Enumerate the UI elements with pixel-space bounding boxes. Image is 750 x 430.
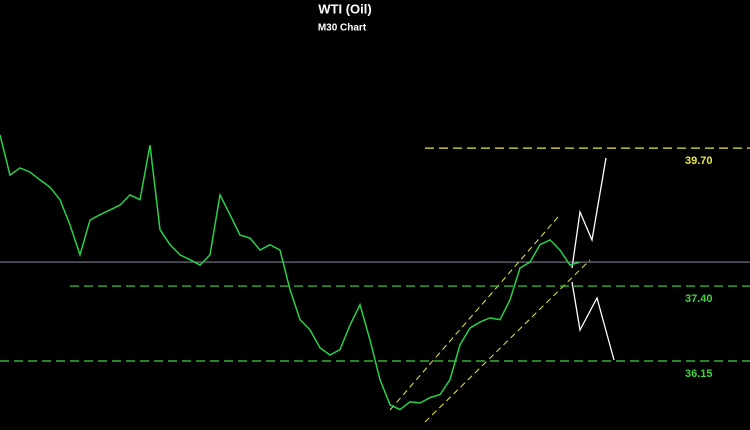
level-label: 37.40: [685, 293, 713, 305]
channel-line: [424, 259, 591, 423]
price-series: [0, 134, 581, 411]
projection-down: [571, 281, 615, 361]
level-label: 36.15: [685, 368, 713, 380]
channel-line: [389, 216, 559, 411]
chart-title: WTI (Oil): [318, 1, 371, 16]
level-label: 39.70: [685, 155, 713, 167]
projection-up: [571, 157, 607, 269]
chart-subtitle: M30 Chart: [318, 23, 367, 34]
